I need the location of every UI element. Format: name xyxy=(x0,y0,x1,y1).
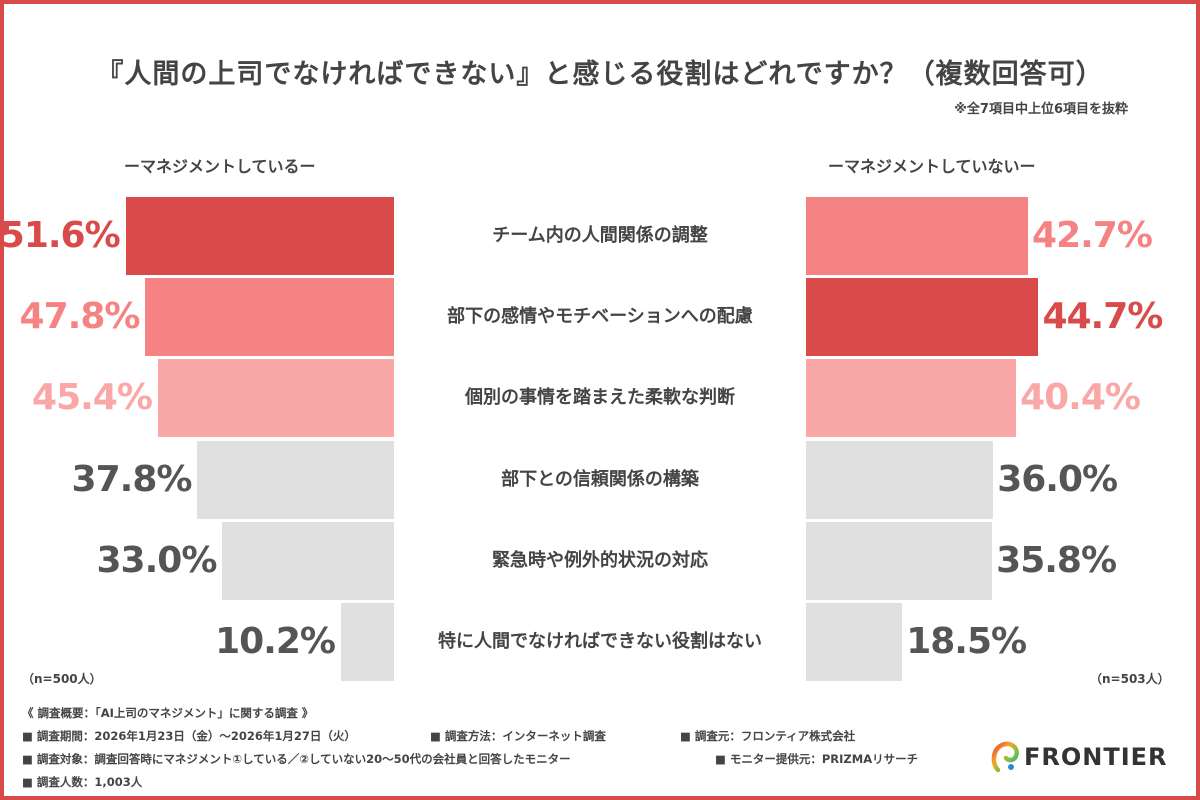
right-series-title: ーマネジメントしていないー xyxy=(828,157,1036,176)
right-value-label: 36.0% xyxy=(997,458,1118,500)
survey-period: ■ 調査期間：2026年1月23日（金）〜2026年1月27日（火） xyxy=(22,729,356,743)
right-bar xyxy=(806,197,1029,275)
category-label: 部下との信頼関係の構築 xyxy=(501,468,699,490)
left-bar xyxy=(145,278,394,357)
right-value-label: 42.7% xyxy=(1032,215,1153,256)
survey-count: ■ 調査人数：1,003人 xyxy=(22,775,143,789)
left-value-label: 51.6% xyxy=(0,215,121,256)
category-label: 個別の事情を踏まえた柔軟な判断 xyxy=(465,387,735,409)
category-label: 特に人間でなければできない役割はない xyxy=(438,631,762,652)
right-value-label: 40.4% xyxy=(1020,377,1141,419)
left-bar xyxy=(125,197,394,275)
chart-title: 『人間の上司でなければできない』と感じる役割はどれですか？（複数回答可） xyxy=(96,59,1104,90)
left-bar xyxy=(157,359,394,438)
category-label: 緊急時や例外的状況の対応 xyxy=(492,549,708,571)
right-bar xyxy=(806,359,1017,438)
left-value-label: 45.4% xyxy=(32,377,153,419)
frontier-logo-text: FRONTIER xyxy=(1024,743,1168,771)
survey-provider: ■ モニター提供元：PRIZMAリサーチ xyxy=(715,752,919,766)
category-label: 部下の感情やモチベーションへの配慮 xyxy=(447,306,753,328)
survey-heading: 《 調査概要：「AI上司のマネジメント」に関する調査 》 xyxy=(22,706,314,720)
chart-note: ※全7項目中上位6項目を抜粋 xyxy=(954,102,1128,117)
left-value-label: 10.2% xyxy=(215,621,336,662)
left-value-label: 37.8% xyxy=(71,458,193,500)
right-value-label: 18.5% xyxy=(906,621,1027,662)
frontier-logo-icon xyxy=(991,741,1019,773)
right-value-label: 44.7% xyxy=(1042,296,1163,338)
frontier-logo: FRONTIER xyxy=(990,740,1168,774)
left-series-title: ーマネジメントしているー xyxy=(124,157,316,176)
survey-target: ■ 調査対象：調査回答時にマネジメント①している／②していない20〜50代の会社… xyxy=(22,752,571,766)
right-value-label: 35.8% xyxy=(996,539,1117,581)
right-bar xyxy=(806,440,994,519)
survey-method: ■ 調査方法：インターネット調査 xyxy=(430,729,606,743)
right-sample-size: （n=503人） xyxy=(1090,672,1170,686)
right-bar xyxy=(806,278,1039,357)
survey-source: ■ 調査元：フロンティア株式会社 xyxy=(680,729,856,743)
right-bar xyxy=(806,521,993,600)
left-sample-size: （n=500人） xyxy=(22,672,102,686)
left-value-label: 33.0% xyxy=(96,539,218,581)
right-bar xyxy=(806,603,903,681)
left-bar xyxy=(222,521,394,600)
left-value-label: 47.8% xyxy=(19,296,141,338)
category-label: チーム内の人間関係の調整 xyxy=(492,225,708,246)
left-bar xyxy=(197,440,394,519)
left-bar xyxy=(340,603,394,681)
